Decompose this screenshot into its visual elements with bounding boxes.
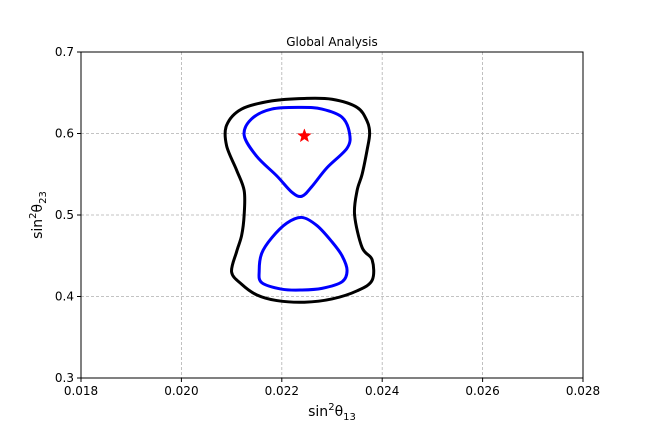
grid-lines (81, 52, 583, 378)
x-tick-label: 0.020 (164, 384, 198, 398)
x-tick-label: 0.018 (64, 384, 98, 398)
best-fit-star-marker (297, 128, 312, 143)
x-axis-label-sup: 2 (328, 402, 334, 413)
contour-black (223, 96, 376, 304)
x-tick-label: 0.028 (566, 384, 600, 398)
y-axis-label-base: sin (30, 219, 46, 239)
y-tick-label: 0.5 (55, 208, 74, 222)
y-tick-label: 0.4 (55, 290, 74, 304)
x-axis-label-symbol: θ (335, 404, 344, 420)
y-tick-label: 0.7 (55, 45, 74, 59)
x-tick-label: 0.022 (265, 384, 299, 398)
chart-title: Global Analysis (286, 35, 378, 49)
x-tick-label: 0.026 (465, 384, 499, 398)
y-axis-label: sin2θ23 (28, 191, 49, 239)
contour-blue-lower (257, 215, 349, 292)
marker-layer (297, 128, 312, 143)
x-axis-label-base: sin (308, 404, 328, 420)
x-tick-label: 0.024 (365, 384, 399, 398)
x-axis-label: sin2θ13 (308, 402, 356, 423)
y-tick-label: 0.3 (55, 371, 74, 385)
y-axis-label-symbol: θ (30, 204, 46, 213)
y-axis-label-sup: 2 (28, 212, 39, 218)
y-tick-label: 0.6 (55, 127, 74, 141)
series-layer (223, 96, 376, 304)
x-axis-label-sub: 13 (343, 412, 356, 423)
contour-blue-upper (242, 105, 352, 198)
y-axis-label-sub: 23 (38, 191, 49, 204)
axis-ticks: 0.018 0.020 0.022 0.024 0.026 0.028 0.3 0.4 0.5 0… (55, 45, 600, 398)
